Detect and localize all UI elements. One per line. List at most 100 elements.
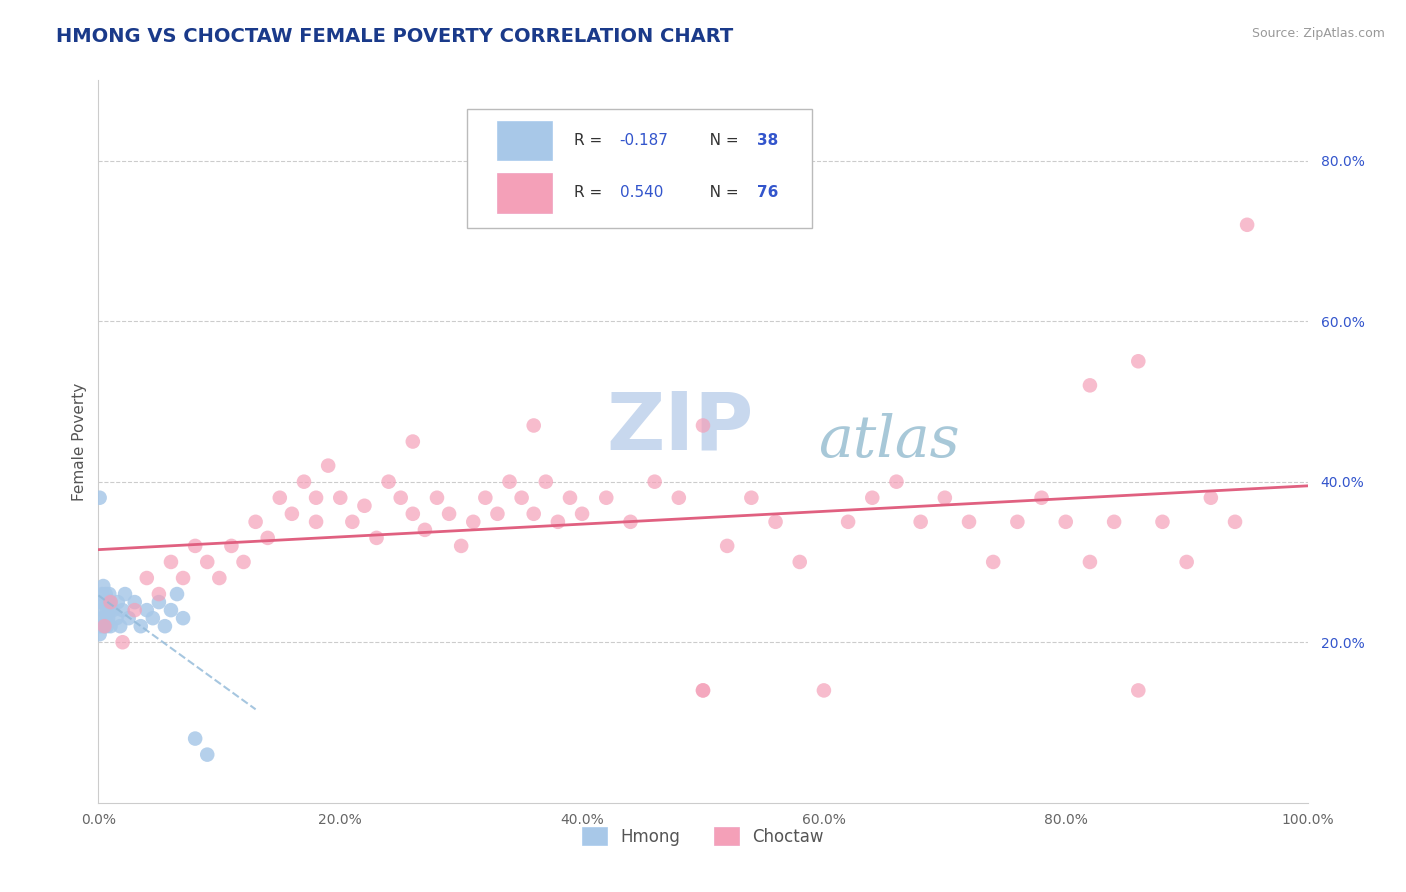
Point [426, 491, 449, 505]
Point [510, 491, 533, 505]
Text: N =: N = [695, 133, 742, 148]
Point [813, 683, 835, 698]
Point [91, 587, 114, 601]
Point [160, 555, 183, 569]
Point [450, 539, 472, 553]
Point [96, 603, 118, 617]
Point [534, 475, 557, 489]
Point [692, 683, 714, 698]
Point [1007, 515, 1029, 529]
Point [93, 619, 115, 633]
Point [142, 611, 165, 625]
Point [1152, 515, 1174, 529]
Point [90, 595, 112, 609]
Point [172, 611, 194, 625]
Point [124, 603, 146, 617]
Point [619, 515, 641, 529]
Point [437, 507, 460, 521]
Point [107, 595, 129, 609]
Text: R =: R = [574, 186, 607, 201]
Point [232, 555, 254, 569]
Point [910, 515, 932, 529]
Point [89, 491, 111, 505]
Legend: Hmong, Choctaw: Hmong, Choctaw [575, 821, 831, 852]
Point [1102, 515, 1125, 529]
Text: HMONG VS CHOCTAW FEMALE POVERTY CORRELATION CHART: HMONG VS CHOCTAW FEMALE POVERTY CORRELAT… [56, 27, 734, 45]
Point [98, 603, 121, 617]
Point [221, 539, 243, 553]
Point [789, 555, 811, 569]
Point [96, 619, 118, 633]
Point [1031, 491, 1053, 505]
Text: -0.187: -0.187 [620, 133, 668, 148]
Point [981, 555, 1004, 569]
Point [100, 595, 122, 609]
Point [305, 491, 328, 505]
Point [98, 587, 121, 601]
Point [413, 523, 436, 537]
Point [129, 619, 152, 633]
Point [716, 539, 738, 553]
Point [329, 491, 352, 505]
Point [765, 515, 787, 529]
Point [692, 418, 714, 433]
Point [101, 603, 124, 617]
Point [1128, 683, 1150, 698]
Point [100, 595, 122, 609]
Text: Source: ZipAtlas.com: Source: ZipAtlas.com [1251, 27, 1385, 40]
Point [94, 611, 117, 625]
Point [148, 595, 170, 609]
Point [342, 515, 364, 529]
Point [94, 587, 117, 601]
FancyBboxPatch shape [467, 109, 811, 228]
Point [195, 555, 218, 569]
Text: R =: R = [574, 133, 607, 148]
Point [402, 434, 425, 449]
Point [377, 475, 399, 489]
Point [523, 418, 546, 433]
Point [292, 475, 315, 489]
Point [245, 515, 267, 529]
Point [148, 587, 170, 601]
Text: 76: 76 [758, 186, 779, 201]
Point [389, 491, 412, 505]
Point [111, 635, 134, 649]
FancyBboxPatch shape [498, 173, 551, 213]
Point [463, 515, 485, 529]
Point [91, 579, 114, 593]
Point [934, 491, 956, 505]
Point [89, 627, 111, 641]
Point [957, 515, 980, 529]
Point [97, 611, 120, 625]
Point [366, 531, 388, 545]
Y-axis label: Female Poverty: Female Poverty [72, 383, 87, 500]
Point [91, 603, 114, 617]
Point [93, 595, 115, 609]
Point [316, 458, 339, 473]
Point [97, 595, 120, 609]
Point [486, 507, 509, 521]
Point [1128, 354, 1150, 368]
Point [1199, 491, 1222, 505]
Point [1078, 378, 1101, 392]
Point [740, 491, 762, 505]
Point [668, 491, 690, 505]
Text: N =: N = [695, 186, 742, 201]
Point [571, 507, 593, 521]
Text: 38: 38 [758, 133, 779, 148]
Point [523, 507, 546, 521]
Point [886, 475, 908, 489]
Point [256, 531, 278, 545]
Text: atlas: atlas [818, 413, 959, 470]
Point [172, 571, 194, 585]
Point [90, 619, 112, 633]
Point [1054, 515, 1077, 529]
Point [498, 475, 520, 489]
Point [1236, 218, 1258, 232]
Text: ZIP: ZIP [606, 388, 754, 467]
Point [353, 499, 375, 513]
Point [644, 475, 666, 489]
Point [135, 571, 157, 585]
Point [160, 603, 183, 617]
Point [114, 587, 136, 601]
